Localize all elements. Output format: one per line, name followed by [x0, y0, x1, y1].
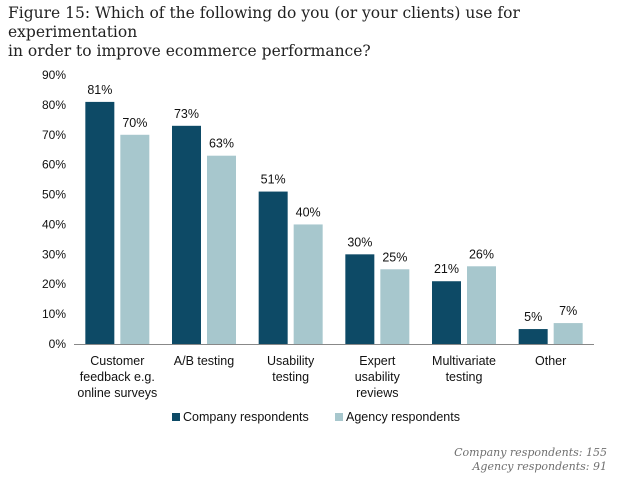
data-label: 25%	[382, 250, 407, 264]
y-tick-label: 0%	[49, 337, 67, 351]
legend: Company respondents Agency respondents	[172, 410, 460, 424]
x-tick-label: Other	[535, 354, 566, 368]
x-tick-label: A/B testing	[174, 354, 234, 368]
chart-title-line-1: Figure 15: Which of the following do you…	[8, 4, 520, 41]
x-tick-label: Multivariate	[432, 354, 496, 368]
sample-size-notes: Company respondents: 155 Agency responde…	[454, 446, 607, 474]
x-tick-label: usability	[355, 370, 401, 384]
legend-label: Company respondents	[183, 410, 309, 424]
note-company-respondents: Company respondents: 155	[454, 446, 607, 459]
x-tick-label: Customer	[90, 354, 144, 368]
bar-company	[85, 101, 115, 345]
bar-company	[345, 254, 375, 344]
data-labels: 81% 70% 73% 63% 51% 40% 30% 25% 21% 26% 5% 7%	[87, 83, 577, 324]
bar-agency	[467, 266, 496, 344]
y-tick-label: 80%	[42, 98, 66, 112]
x-tick-label: feedback e.g.	[80, 370, 155, 384]
bar-agency	[120, 134, 150, 344]
x-axis: Customer feedback e.g. online surveys A/B t…	[74, 344, 594, 400]
bars	[85, 101, 583, 345]
x-tick-label: testing	[272, 370, 309, 384]
y-tick-label: 10%	[42, 307, 66, 321]
bar-company	[172, 125, 201, 344]
bar-company	[258, 191, 288, 344]
y-tick-label: 90%	[42, 68, 66, 82]
data-label: 51%	[261, 173, 286, 187]
chart-title-line-2: in order to improve ecommerce performanc…	[8, 42, 371, 60]
legend-company: Company respondents	[172, 410, 309, 424]
y-tick-label: 30%	[42, 247, 66, 261]
data-label: 40%	[296, 205, 321, 219]
data-label: 26%	[469, 247, 494, 261]
note-agency-respondents: Agency respondents: 91	[472, 460, 607, 473]
legend-swatch	[172, 413, 180, 421]
data-label: 73%	[174, 107, 199, 121]
data-label: 30%	[347, 235, 372, 249]
bar-company	[518, 329, 548, 344]
x-tick-label: testing	[446, 370, 483, 384]
legend-label: Agency respondents	[346, 410, 460, 424]
data-label: 63%	[209, 137, 234, 151]
data-label: 70%	[122, 116, 147, 130]
data-label: 81%	[87, 83, 112, 97]
x-tick-label: Expert	[359, 354, 396, 368]
data-label: 5%	[524, 310, 542, 324]
legend-swatch	[335, 413, 343, 421]
bar-agency	[207, 155, 236, 344]
y-tick-label: 40%	[42, 217, 66, 231]
x-tick-label: online surveys	[77, 386, 157, 400]
x-tick-label: reviews	[356, 386, 398, 400]
bar-company	[432, 281, 461, 344]
bar-agency	[293, 224, 323, 344]
y-tick-label: 60%	[42, 158, 66, 172]
y-tick-label: 20%	[42, 277, 66, 291]
data-label: 21%	[434, 262, 459, 276]
data-label: 7%	[559, 304, 577, 318]
legend-agency: Agency respondents	[335, 410, 460, 424]
y-tick-label: 70%	[42, 128, 66, 142]
x-tick-label: Usability	[267, 354, 315, 368]
bar-agency	[553, 323, 583, 344]
bar-agency	[380, 269, 410, 344]
y-axis: 0% 10% 20% 30% 40% 50% 60% 70% 80% 90%	[42, 68, 66, 351]
y-tick-label: 50%	[42, 188, 66, 202]
chart-title: Figure 15: Which of the following do you…	[8, 4, 618, 61]
